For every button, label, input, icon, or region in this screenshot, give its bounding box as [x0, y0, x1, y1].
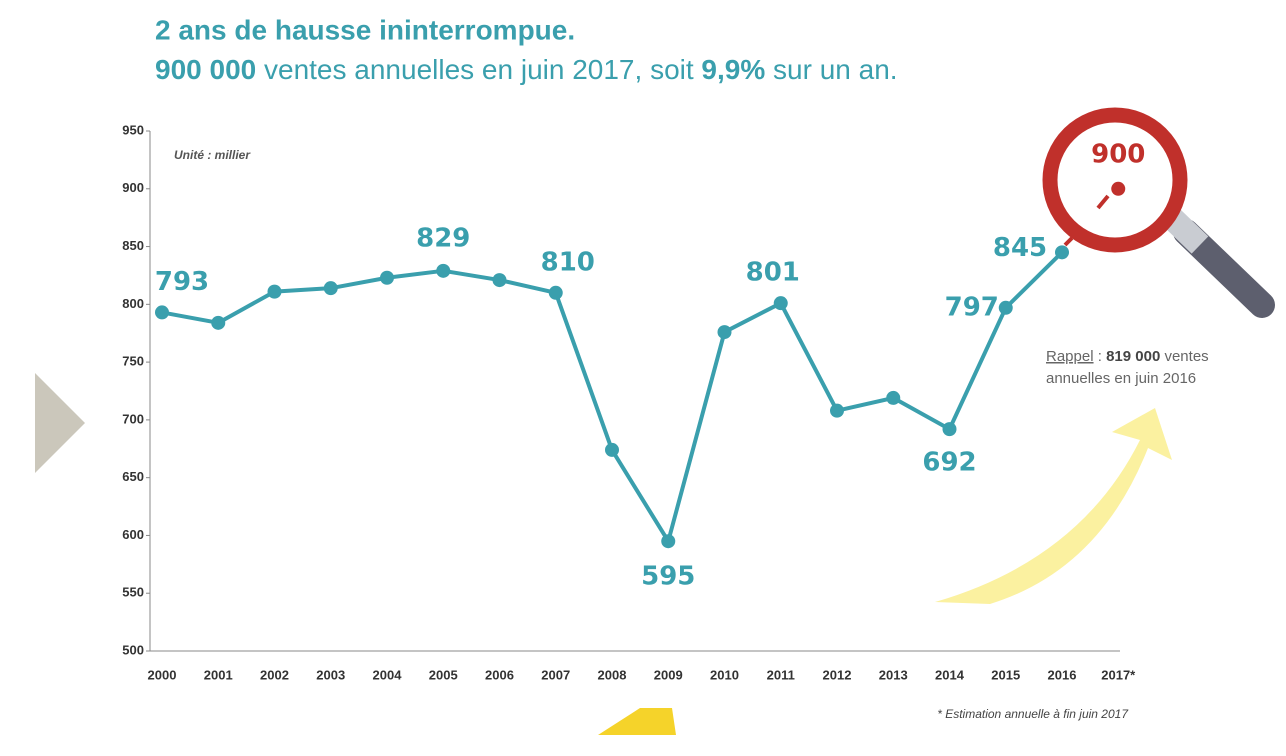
- reminder: Rappel : 819 000 ventes: [1046, 348, 1209, 365]
- x-tick-label: 2000: [148, 667, 177, 682]
- line: [161, 250, 1064, 544]
- unit-note: Unité : millier: [174, 148, 251, 162]
- subtitle: 900 000 ventes annuelles en juin 2017, s…: [155, 54, 898, 85]
- x-tick-label: 2005: [429, 667, 458, 682]
- x-tick-label: 2004: [373, 667, 403, 682]
- value-label: 595: [641, 562, 695, 592]
- point: [886, 390, 901, 405]
- point: [998, 300, 1013, 315]
- value-label: 829: [416, 223, 470, 253]
- y-tick-label: 950: [122, 122, 144, 137]
- point: [1111, 181, 1126, 196]
- point: [830, 403, 844, 418]
- y-tick-label: 500: [122, 642, 144, 657]
- y-tick-label: 650: [122, 469, 144, 484]
- x-tick-label: 2002: [260, 667, 289, 682]
- decor-triangle: [35, 373, 85, 473]
- point: [211, 315, 226, 330]
- point: [605, 442, 619, 457]
- y-tick-label: 800: [122, 296, 144, 311]
- decor-shape: [598, 708, 676, 735]
- point: [155, 305, 169, 320]
- point: [942, 422, 957, 437]
- x-tick-label: 2011: [767, 667, 795, 682]
- reminder-part: Rappel: [1046, 348, 1094, 365]
- x-tick-label: 2008: [598, 667, 627, 682]
- value-label: 797: [945, 292, 999, 322]
- reminder-line: annuelles en juin 2016: [1046, 370, 1196, 387]
- point: [773, 296, 788, 311]
- point: [1055, 245, 1069, 260]
- point: [717, 325, 732, 340]
- value-label: 810: [541, 247, 595, 277]
- footnote: * Estimation annuelle à fin juin 2017: [937, 707, 1129, 721]
- magnifier-tick: [1063, 236, 1074, 247]
- reminder-part: ventes: [1160, 348, 1208, 365]
- x-tick-label: 2006: [485, 667, 514, 682]
- x-tick-label: 2009: [654, 667, 683, 682]
- reminder-part: :: [1094, 348, 1107, 365]
- subtitle-part: 9,9%: [701, 54, 765, 85]
- x-tick-label: 2012: [823, 667, 852, 682]
- x-tick-label: 2007: [541, 667, 570, 682]
- subtitle-part: ventes annuelles en juin 2017, soit: [256, 54, 701, 85]
- y-tick-label: 600: [122, 527, 144, 542]
- subtitle-part: sur un an.: [765, 54, 897, 85]
- magnifier-tick: [1096, 194, 1110, 210]
- magnifier: [1042, 107, 1188, 253]
- value-label: 801: [746, 258, 800, 288]
- y-tick-label: 700: [122, 411, 144, 426]
- point: [380, 270, 394, 285]
- x-tick-label: 2015: [991, 667, 1020, 682]
- magnifier-collar: [1163, 209, 1209, 254]
- value-label: 845: [993, 233, 1047, 263]
- y-tick-label: 750: [122, 354, 144, 369]
- value-label: 900: [1091, 139, 1145, 169]
- value-label: 692: [922, 448, 976, 478]
- x-tick-label: 2010: [710, 667, 739, 682]
- point: [661, 534, 676, 549]
- point: [267, 284, 282, 299]
- point: [323, 281, 338, 296]
- y-tick-label: 550: [122, 585, 144, 600]
- x-tick-label: 2016: [1048, 667, 1077, 682]
- x-tick-label: 2013: [879, 667, 908, 682]
- x-tick-label: 2017*: [1101, 667, 1136, 682]
- point: [492, 273, 507, 288]
- point: [548, 285, 563, 300]
- y-tick-label: 850: [122, 238, 144, 253]
- y-tick-label: 900: [122, 180, 144, 195]
- x-tick-label: 2003: [316, 667, 345, 682]
- point: [436, 263, 451, 278]
- subtitle-part: 900 000: [155, 54, 256, 85]
- value-label: 793: [155, 267, 209, 297]
- title: 2 ans de hausse ininterrompue.: [155, 14, 575, 45]
- decor-arrow: [935, 408, 1172, 604]
- x-tick-label: 2001: [204, 667, 233, 682]
- x-tick-label: 2014: [935, 667, 965, 682]
- reminder-part: 819 000: [1106, 348, 1160, 365]
